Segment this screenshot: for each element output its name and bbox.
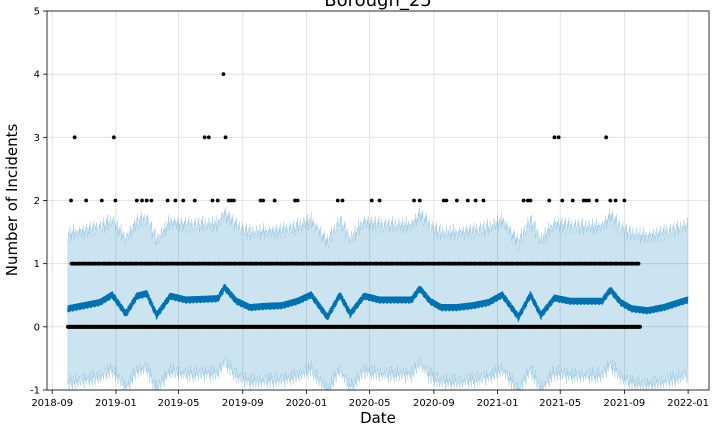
chart-title: Borough_25 xyxy=(324,0,432,11)
observed-point xyxy=(192,198,197,203)
x-axis-ticks: 2018-09 2019-01 2019-05 2019-09 2020-01 2020-… xyxy=(31,390,709,409)
observed-point xyxy=(210,198,215,203)
y-axis-ticks: -1 0 1 2 3 4 5 xyxy=(30,7,47,397)
x-tick-label: 2019-09 xyxy=(222,398,264,409)
observed-point xyxy=(181,198,186,203)
x-tick-label: 2020-09 xyxy=(413,398,455,409)
observed-point xyxy=(594,198,599,203)
x-tick-label: 2018-09 xyxy=(31,398,73,409)
observed-point xyxy=(636,261,641,266)
observed-point xyxy=(525,198,530,203)
x-tick-label: 2019-01 xyxy=(95,398,137,409)
observed-point xyxy=(560,198,565,203)
observed-point xyxy=(608,198,613,203)
observed-point xyxy=(272,198,277,203)
observed-point xyxy=(221,72,226,77)
y-tick-label: 2 xyxy=(34,196,40,207)
observed-point xyxy=(465,198,470,203)
observed-point xyxy=(481,198,486,203)
observed-point xyxy=(552,135,557,140)
observed-point xyxy=(441,198,446,203)
x-tick-label: 2020-01 xyxy=(286,398,328,409)
observed-point xyxy=(84,198,89,203)
observed-point xyxy=(377,198,382,203)
observed-point xyxy=(417,198,422,203)
observed-point xyxy=(412,198,416,203)
x-tick-label: 2021-05 xyxy=(539,398,581,409)
y-tick-label: 4 xyxy=(34,70,40,81)
observed-point xyxy=(570,198,575,203)
observed-point xyxy=(528,198,533,203)
y-tick-label: 1 xyxy=(34,259,40,270)
observed-point xyxy=(581,198,586,203)
y-tick-label: 0 xyxy=(34,322,40,333)
observed-point xyxy=(232,198,236,203)
observed-point xyxy=(547,198,552,203)
observed-point xyxy=(613,198,618,203)
observed-point xyxy=(293,198,297,203)
observed-point xyxy=(454,198,459,203)
observed-point xyxy=(226,198,231,203)
observed-point xyxy=(165,198,170,203)
x-tick-label: 2019-05 xyxy=(158,398,200,409)
observed-points xyxy=(65,72,642,329)
observed-point xyxy=(261,198,266,203)
x-axis-label: Date xyxy=(360,409,396,427)
observed-point xyxy=(99,198,104,203)
observed-point xyxy=(223,135,228,140)
x-tick-label: 2020-05 xyxy=(349,398,391,409)
observed-point xyxy=(295,198,300,203)
observed-point xyxy=(638,324,642,329)
observed-point xyxy=(134,198,139,203)
x-tick-label: 2022-01 xyxy=(667,398,709,409)
observed-point xyxy=(140,198,144,203)
observed-point xyxy=(604,135,609,140)
y-tick-label: 3 xyxy=(34,133,40,144)
observed-point xyxy=(622,198,627,203)
observed-point xyxy=(444,198,449,203)
x-tick-label: 2021-01 xyxy=(477,398,519,409)
y-tick-label: -1 xyxy=(30,386,40,397)
observed-point xyxy=(206,135,211,140)
observed-point xyxy=(335,198,340,203)
observed-point xyxy=(521,198,526,203)
observed-point xyxy=(556,135,561,140)
y-tick-label: 5 xyxy=(34,7,40,18)
observed-point xyxy=(111,135,116,140)
observed-point xyxy=(473,198,478,203)
observed-point xyxy=(202,135,207,140)
yhat-line xyxy=(67,283,689,323)
observed-point xyxy=(149,198,154,203)
observed-point xyxy=(340,198,345,203)
observed-point xyxy=(229,198,234,203)
observed-point xyxy=(69,198,73,203)
observed-point xyxy=(369,198,374,203)
observed-point xyxy=(584,198,589,203)
observed-point xyxy=(72,135,77,140)
y-axis-label: Number of Incidents xyxy=(3,124,21,277)
x-tick-label: 2021-09 xyxy=(604,398,646,409)
observed-point xyxy=(587,198,591,203)
observed-point xyxy=(258,198,263,203)
observed-point xyxy=(173,198,178,203)
observed-point xyxy=(144,198,149,203)
observed-point xyxy=(113,198,118,203)
forecast-line xyxy=(67,283,689,323)
observed-point xyxy=(215,198,220,203)
